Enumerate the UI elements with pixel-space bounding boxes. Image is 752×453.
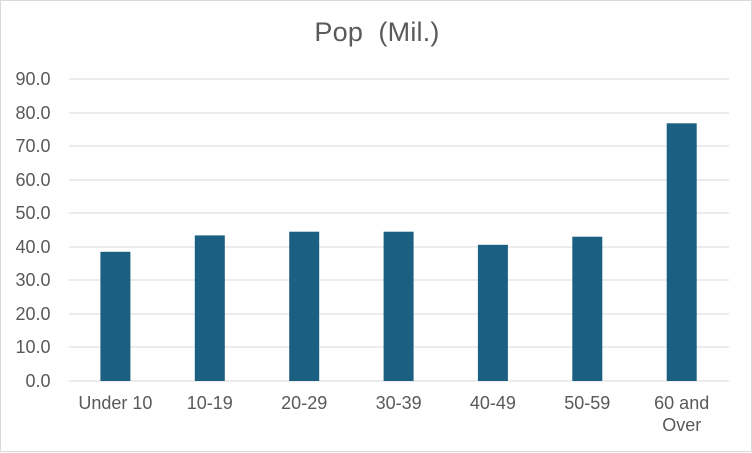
svg-text:80.0: 80.0 (15, 103, 50, 123)
svg-text:30-39: 30-39 (376, 393, 422, 413)
svg-text:70.0: 70.0 (15, 136, 50, 156)
svg-text:0.0: 0.0 (25, 371, 50, 391)
svg-text:20.0: 20.0 (15, 304, 50, 324)
svg-text:Over: Over (662, 415, 701, 435)
svg-text:20-29: 20-29 (281, 393, 327, 413)
svg-text:40.0: 40.0 (15, 237, 50, 257)
svg-text:Under 10: Under 10 (78, 393, 152, 413)
svg-text:50.0: 50.0 (15, 203, 50, 223)
svg-text:10-19: 10-19 (187, 393, 233, 413)
svg-text:60 and: 60 and (654, 393, 709, 413)
svg-text:90.0: 90.0 (15, 69, 50, 89)
svg-text:50-59: 50-59 (564, 393, 610, 413)
svg-text:40-49: 40-49 (470, 393, 516, 413)
svg-text:60.0: 60.0 (15, 170, 50, 190)
svg-text:30.0: 30.0 (15, 270, 50, 290)
svg-text:10.0: 10.0 (15, 337, 50, 357)
